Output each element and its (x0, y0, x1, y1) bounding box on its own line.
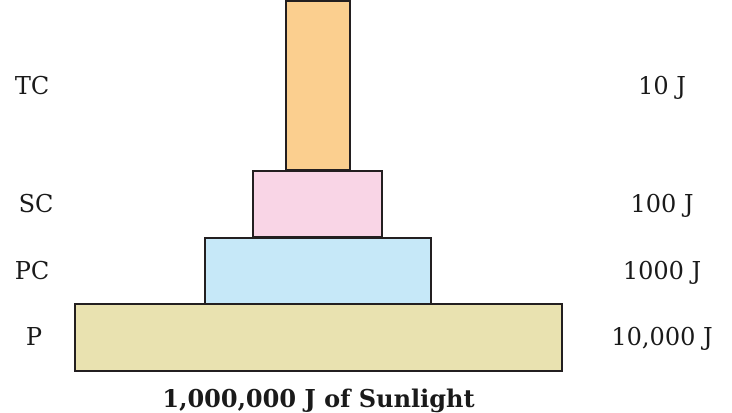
secondary-consumer-level (252, 170, 383, 238)
level-label-pc: PC (14, 257, 50, 285)
producer-level (74, 303, 563, 372)
sunlight-caption: 1,000,000 J of Sunlight (162, 384, 475, 413)
energy-value-pc: 1000 J (622, 257, 702, 285)
primary-consumer-level (204, 237, 432, 305)
energy-value-p: 10,000 J (611, 323, 713, 351)
tertiary-consumer-level (285, 0, 351, 171)
energy-value-sc: 100 J (630, 190, 694, 218)
level-label-tc: TC (14, 72, 50, 100)
energy-value-tc: 10 J (638, 72, 686, 100)
level-label-p: P (25, 323, 43, 351)
level-label-sc: SC (18, 190, 54, 218)
